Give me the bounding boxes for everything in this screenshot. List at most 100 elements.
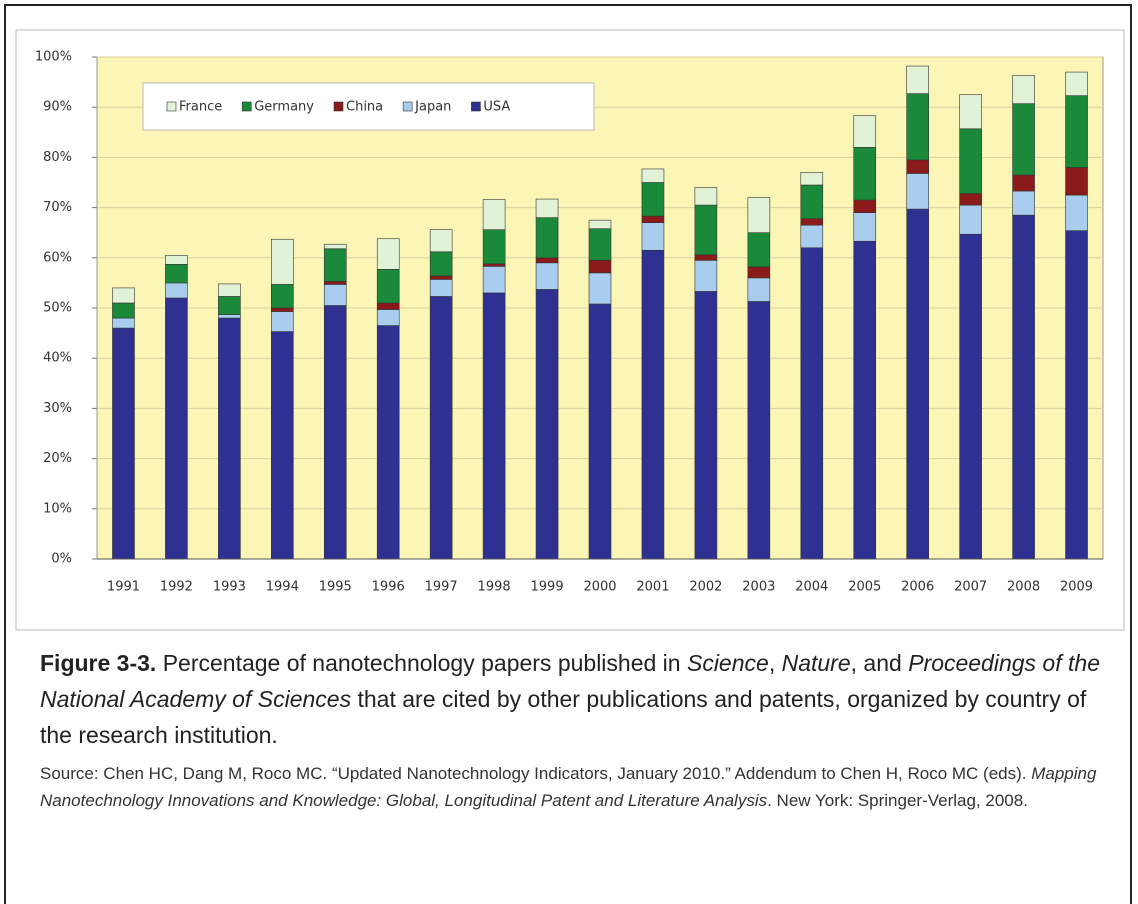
- x-tick-label: 1993: [213, 580, 246, 595]
- bar-segment: [376, 269, 400, 304]
- bar-segment: [535, 289, 559, 560]
- legend-swatch: [471, 101, 481, 112]
- bar-segment: [429, 296, 453, 560]
- y-tick-label: 0%: [51, 552, 72, 567]
- bar-segment: [1065, 95, 1088, 168]
- y-tick-label: 80%: [43, 150, 72, 165]
- bar-segment: [482, 292, 506, 560]
- bar-segment: [641, 168, 665, 183]
- legend-label: USA: [483, 100, 510, 115]
- x-tick-label: 2007: [954, 580, 987, 595]
- bar-segment: [747, 266, 771, 279]
- bar-segment: [112, 327, 135, 560]
- legend-swatch: [402, 101, 413, 112]
- y-tick-label: 70%: [43, 200, 72, 215]
- bar-segment: [1065, 167, 1088, 196]
- bar-segment: [588, 260, 612, 274]
- bar-segment: [800, 184, 824, 219]
- bar-segment: [800, 172, 824, 186]
- legend-swatch: [241, 101, 252, 112]
- bar-segment: [853, 212, 877, 242]
- bar-segment: [535, 198, 559, 218]
- bar-segment: [1012, 174, 1035, 192]
- bar-segment: [218, 317, 241, 560]
- x-tick-label: 1991: [107, 580, 140, 595]
- bar-segment: [271, 238, 294, 285]
- bar-segment: [218, 296, 241, 315]
- bar-segment: [906, 159, 929, 174]
- legend-label: France: [179, 100, 222, 115]
- bar-segment: [482, 263, 506, 267]
- legend-swatch: [166, 101, 177, 112]
- x-tick-label: 2000: [583, 580, 616, 595]
- bar-segment: [112, 317, 135, 329]
- source-text: Source: Chen HC, Dang M, Roco MC. “Updat…: [40, 764, 1032, 783]
- bar-segment: [165, 297, 188, 560]
- bar-segment: [959, 233, 982, 560]
- bar-segment: [429, 229, 453, 253]
- bar-segment: [800, 218, 824, 226]
- bar-segment: [1012, 75, 1035, 104]
- caption: Figure 3-3. Percentage of nanotechnology…: [40, 645, 1110, 753]
- frame: [4, 4, 1132, 904]
- bar-segment: [429, 275, 453, 280]
- y-tick-label: 20%: [43, 451, 72, 466]
- caption-label: Figure 3-3.: [40, 650, 157, 676]
- x-tick-label: 1999: [531, 580, 564, 595]
- bar-segment: [588, 228, 612, 261]
- legend: [142, 82, 595, 131]
- bar-segment: [376, 302, 400, 310]
- caption-text: , and: [850, 650, 909, 676]
- bar-segment: [906, 208, 929, 560]
- bar-segment: [323, 281, 347, 285]
- source-text: Mapping Nanotechnology Innovations and K…: [40, 764, 1097, 810]
- y-tick-label: 50%: [43, 301, 72, 316]
- caption-text: Percentage of nanotechnology papers publ…: [156, 650, 687, 676]
- bar-segment: [112, 287, 135, 304]
- x-tick-label: 2002: [689, 580, 722, 595]
- bar-segment: [429, 251, 453, 277]
- x-tick-label: 1997: [425, 580, 458, 595]
- caption-text: ,: [768, 650, 782, 676]
- caption-text: that are cited by other publications and…: [40, 686, 1087, 748]
- bar-segment: [482, 229, 506, 265]
- caption-text: Proceedings of the National Academy of S…: [40, 650, 1100, 712]
- bar-segment: [853, 115, 877, 148]
- bar-segment: [641, 222, 665, 251]
- bar-segment: [218, 283, 241, 297]
- bar-segment: [906, 93, 929, 161]
- bar-segment: [165, 282, 188, 299]
- bar-segment: [112, 302, 135, 319]
- caption-text: Science: [686, 650, 769, 676]
- bar-segment: [853, 240, 877, 560]
- legend-label: Japan: [414, 100, 451, 115]
- bar-segment: [694, 291, 718, 560]
- bar-segment: [959, 128, 982, 194]
- bar-segment: [323, 305, 347, 560]
- caption-text: Nature: [781, 650, 851, 676]
- bar-segment: [323, 243, 347, 250]
- y-tick-label: 60%: [43, 250, 72, 265]
- bar-segment: [165, 254, 188, 265]
- bar-segment: [1012, 190, 1035, 216]
- bar-segment: [588, 303, 612, 560]
- bar-segment: [694, 254, 718, 261]
- bar-segment: [906, 173, 929, 210]
- x-tick-label: 1998: [478, 580, 511, 595]
- bar-segment: [641, 215, 665, 223]
- bar-segment: [747, 301, 771, 560]
- bar-segment: [376, 309, 400, 326]
- x-tick-label: 2004: [795, 580, 828, 595]
- bar-segment: [959, 204, 982, 235]
- bar-segment: [694, 187, 718, 206]
- x-tick-label: 2003: [742, 580, 775, 595]
- x-tick-label: 1992: [160, 580, 193, 595]
- bar-segment: [376, 325, 400, 560]
- bar-segment: [747, 232, 771, 268]
- bar-segment: [800, 224, 824, 249]
- chart: 0% 10% 20% 30% 40% 50% 60% 70% 80% 90% 100% 1991 199…: [15, 29, 1125, 631]
- x-tick-label: 2008: [1007, 580, 1040, 595]
- x-tick-label: 1996: [372, 580, 405, 595]
- bar-segment: [641, 249, 665, 560]
- bar-segment: [535, 262, 559, 290]
